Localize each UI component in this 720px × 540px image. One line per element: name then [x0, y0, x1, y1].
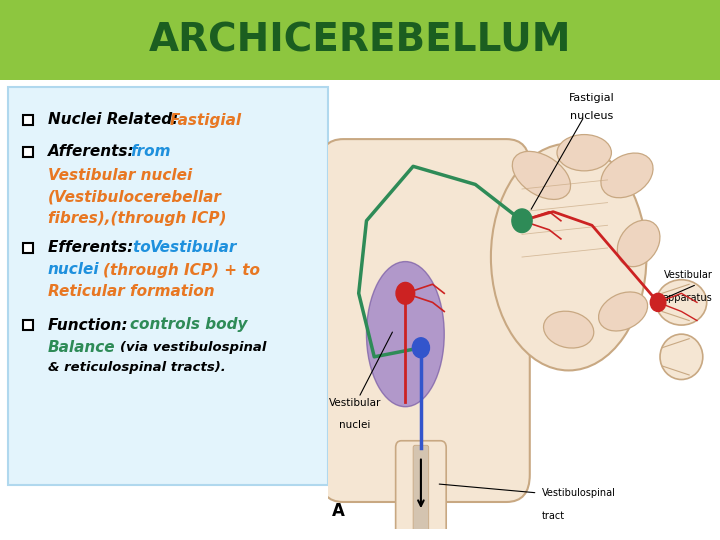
Circle shape [413, 338, 429, 357]
Ellipse shape [656, 280, 707, 325]
Text: to: to [133, 240, 156, 255]
Ellipse shape [557, 134, 611, 171]
Circle shape [396, 282, 415, 304]
Text: (Vestibulocerebellar: (Vestibulocerebellar [48, 190, 222, 205]
Ellipse shape [660, 334, 703, 380]
Text: Afferents:: Afferents: [48, 145, 140, 159]
Text: Efferents:: Efferents: [48, 240, 138, 255]
Text: Vestibular: Vestibular [328, 397, 381, 408]
Ellipse shape [598, 292, 647, 331]
FancyBboxPatch shape [413, 446, 428, 531]
FancyBboxPatch shape [320, 139, 530, 502]
Text: Fastigial: Fastigial [569, 93, 615, 103]
Text: Nuclei Related:: Nuclei Related: [48, 112, 184, 127]
Text: Vestibular nuclei: Vestibular nuclei [48, 167, 192, 183]
Ellipse shape [491, 144, 647, 370]
Text: nuclei: nuclei [339, 420, 371, 430]
Text: ARCHICEREBELLUM: ARCHICEREBELLUM [149, 21, 571, 59]
Text: Vestibular: Vestibular [150, 240, 238, 255]
Bar [23, 147, 33, 157]
FancyBboxPatch shape [8, 87, 328, 485]
Text: & reticulospinal tracts).: & reticulospinal tracts). [48, 361, 226, 375]
Text: Balance: Balance [48, 341, 116, 355]
Ellipse shape [366, 261, 444, 407]
Text: nucleus: nucleus [570, 111, 613, 121]
Text: A: A [331, 502, 344, 520]
Text: apparatus: apparatus [663, 293, 713, 303]
Ellipse shape [601, 153, 653, 198]
Bar [23, 243, 33, 253]
Text: Fastigial: Fastigial [170, 112, 242, 127]
Circle shape [512, 209, 532, 233]
Ellipse shape [513, 151, 570, 199]
Text: Vestibulospinal: Vestibulospinal [541, 488, 616, 498]
Circle shape [650, 293, 666, 312]
Text: Vestibular: Vestibular [664, 270, 713, 280]
Bar [23, 320, 33, 330]
Text: nuclei: nuclei [48, 262, 99, 278]
Text: (through ICP) + to: (through ICP) + to [103, 262, 260, 278]
FancyBboxPatch shape [0, 0, 720, 80]
Text: tract: tract [541, 511, 564, 521]
Text: from: from [130, 145, 171, 159]
Text: Reticular formation: Reticular formation [48, 285, 215, 300]
Bar [23, 115, 33, 125]
Ellipse shape [544, 311, 594, 348]
Ellipse shape [617, 220, 660, 267]
Text: (via vestibulospinal: (via vestibulospinal [120, 341, 266, 354]
Text: controls body: controls body [130, 318, 248, 333]
Text: Function:: Function: [48, 318, 133, 333]
FancyBboxPatch shape [396, 441, 446, 536]
Text: fibres),(through ICP): fibres),(through ICP) [48, 211, 227, 226]
